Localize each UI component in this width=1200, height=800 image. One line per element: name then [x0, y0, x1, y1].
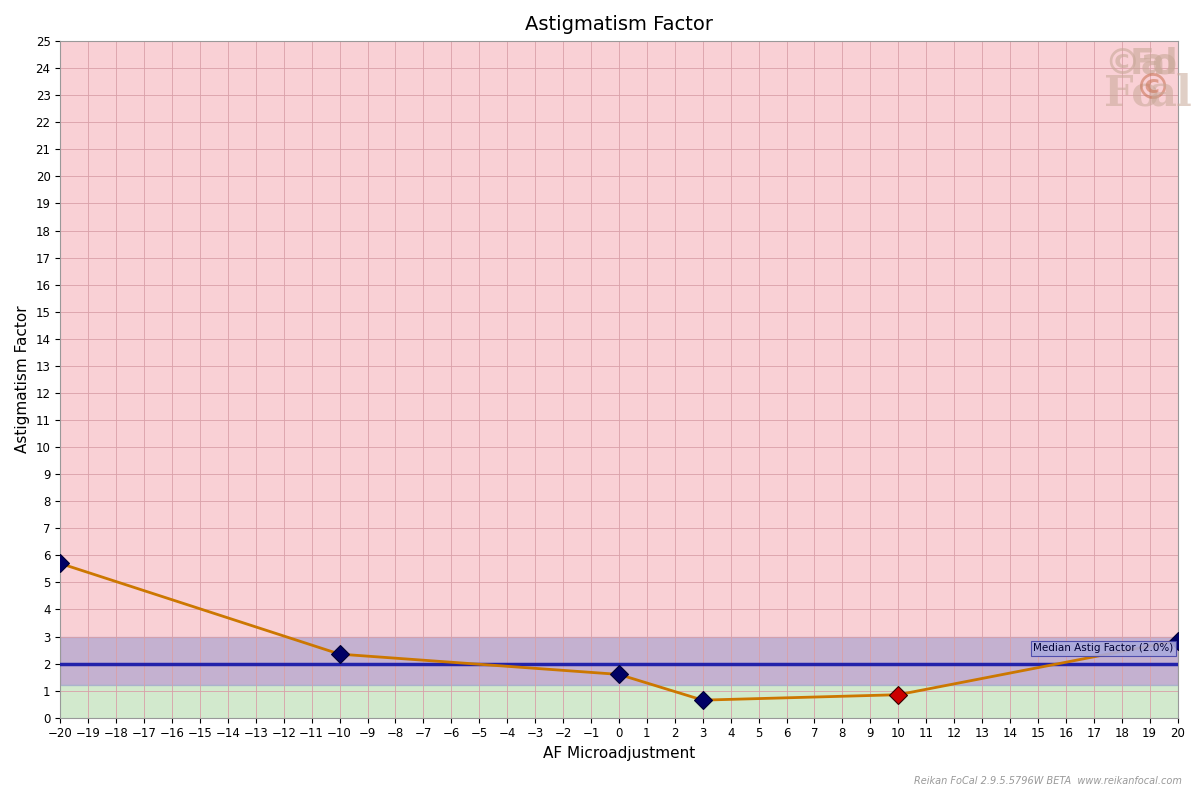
Title: Astigmatism Factor: Astigmatism Factor: [524, 15, 713, 34]
Text: ©al: ©al: [1028, 46, 1177, 81]
Text: Fo: Fo: [1129, 46, 1177, 81]
Text: Median Astig Factor (2.0%): Median Astig Factor (2.0%): [1033, 643, 1174, 654]
Text: al: al: [1150, 72, 1193, 114]
Text: Fo: Fo: [1104, 72, 1159, 114]
Text: ©: ©: [1135, 72, 1171, 106]
Bar: [60, 637, 1177, 686]
Text: Reikan FoCal 2.9.5.5796W BETA  www.reikanfocal.com: Reikan FoCal 2.9.5.5796W BETA www.reikan…: [914, 776, 1182, 786]
Bar: [60, 686, 1177, 718]
Y-axis label: Astigmatism Factor: Astigmatism Factor: [14, 306, 30, 454]
X-axis label: AF Microadjustment: AF Microadjustment: [542, 746, 695, 761]
